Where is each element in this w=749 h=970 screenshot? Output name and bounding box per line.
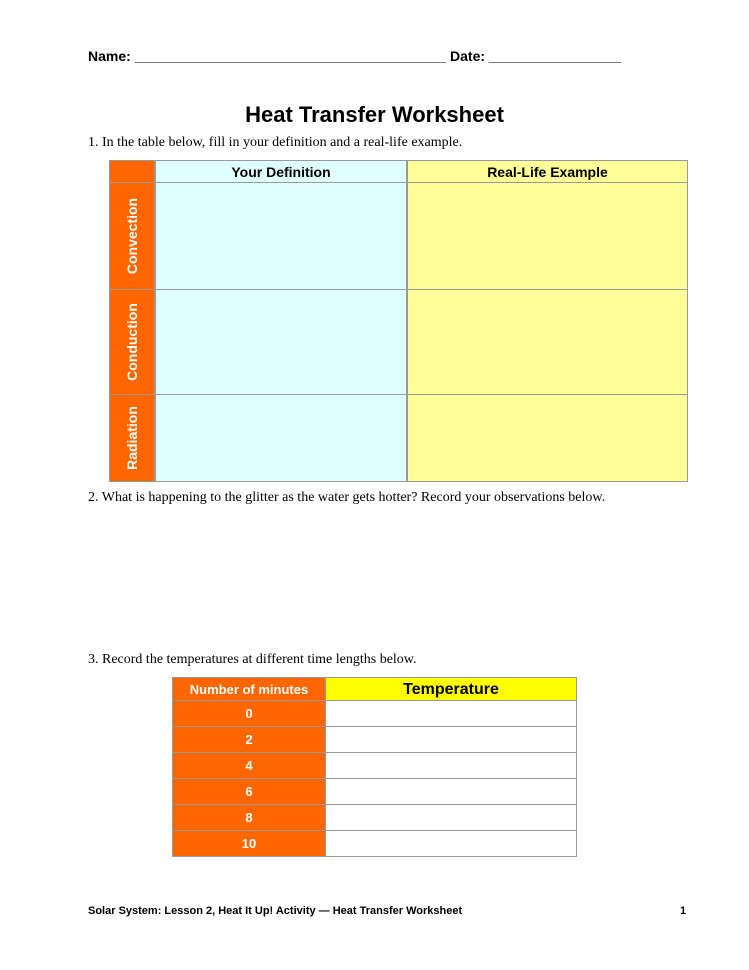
header-temperature: Temperature (325, 677, 577, 701)
page-number: 1 (680, 905, 687, 917)
row-label-convection: Convection (109, 182, 155, 290)
minutes-cell: 8 (172, 804, 326, 831)
temperature-input-cell[interactable] (325, 830, 577, 857)
row-label-radiation: Radiation (109, 394, 155, 482)
heat-transfer-table: Your Definition Real-Life Example Convec… (109, 160, 688, 482)
question-1: 1. In the table below, fill in your defi… (88, 135, 463, 150)
header-definition: Your Definition (155, 160, 407, 183)
conduction-definition-cell[interactable] (155, 289, 407, 395)
minutes-cell: 4 (172, 752, 326, 779)
question-2: 2. What is happening to the glitter as t… (88, 490, 606, 505)
radiation-example-cell[interactable] (407, 394, 688, 482)
corner-cell (109, 160, 155, 183)
page-title: Heat Transfer Worksheet (245, 102, 504, 127)
minutes-cell: 0 (172, 700, 326, 727)
convection-example-cell[interactable] (407, 182, 688, 290)
header-minutes: Number of minutes (172, 677, 326, 701)
minutes-cell: 10 (172, 830, 326, 857)
question-3: 3. Record the temperatures at different … (88, 652, 417, 667)
temperature-input-cell[interactable] (325, 804, 577, 831)
temperature-input-cell[interactable] (325, 700, 577, 727)
header-example: Real-Life Example (407, 160, 688, 183)
minutes-cell: 2 (172, 726, 326, 753)
temperature-table: Number of minutes Temperature 0 2 4 6 8 … (172, 677, 577, 857)
minutes-cell: 6 (172, 778, 326, 805)
name-date-line: Name: __________________________________… (88, 48, 622, 64)
row-label-conduction: Conduction (109, 289, 155, 395)
temperature-input-cell[interactable] (325, 778, 577, 805)
temperature-input-cell[interactable] (325, 752, 577, 779)
conduction-example-cell[interactable] (407, 289, 688, 395)
temperature-input-cell[interactable] (325, 726, 577, 753)
convection-definition-cell[interactable] (155, 182, 407, 290)
radiation-definition-cell[interactable] (155, 394, 407, 482)
footer-text: Solar System: Lesson 2, Heat It Up! Acti… (88, 905, 463, 917)
